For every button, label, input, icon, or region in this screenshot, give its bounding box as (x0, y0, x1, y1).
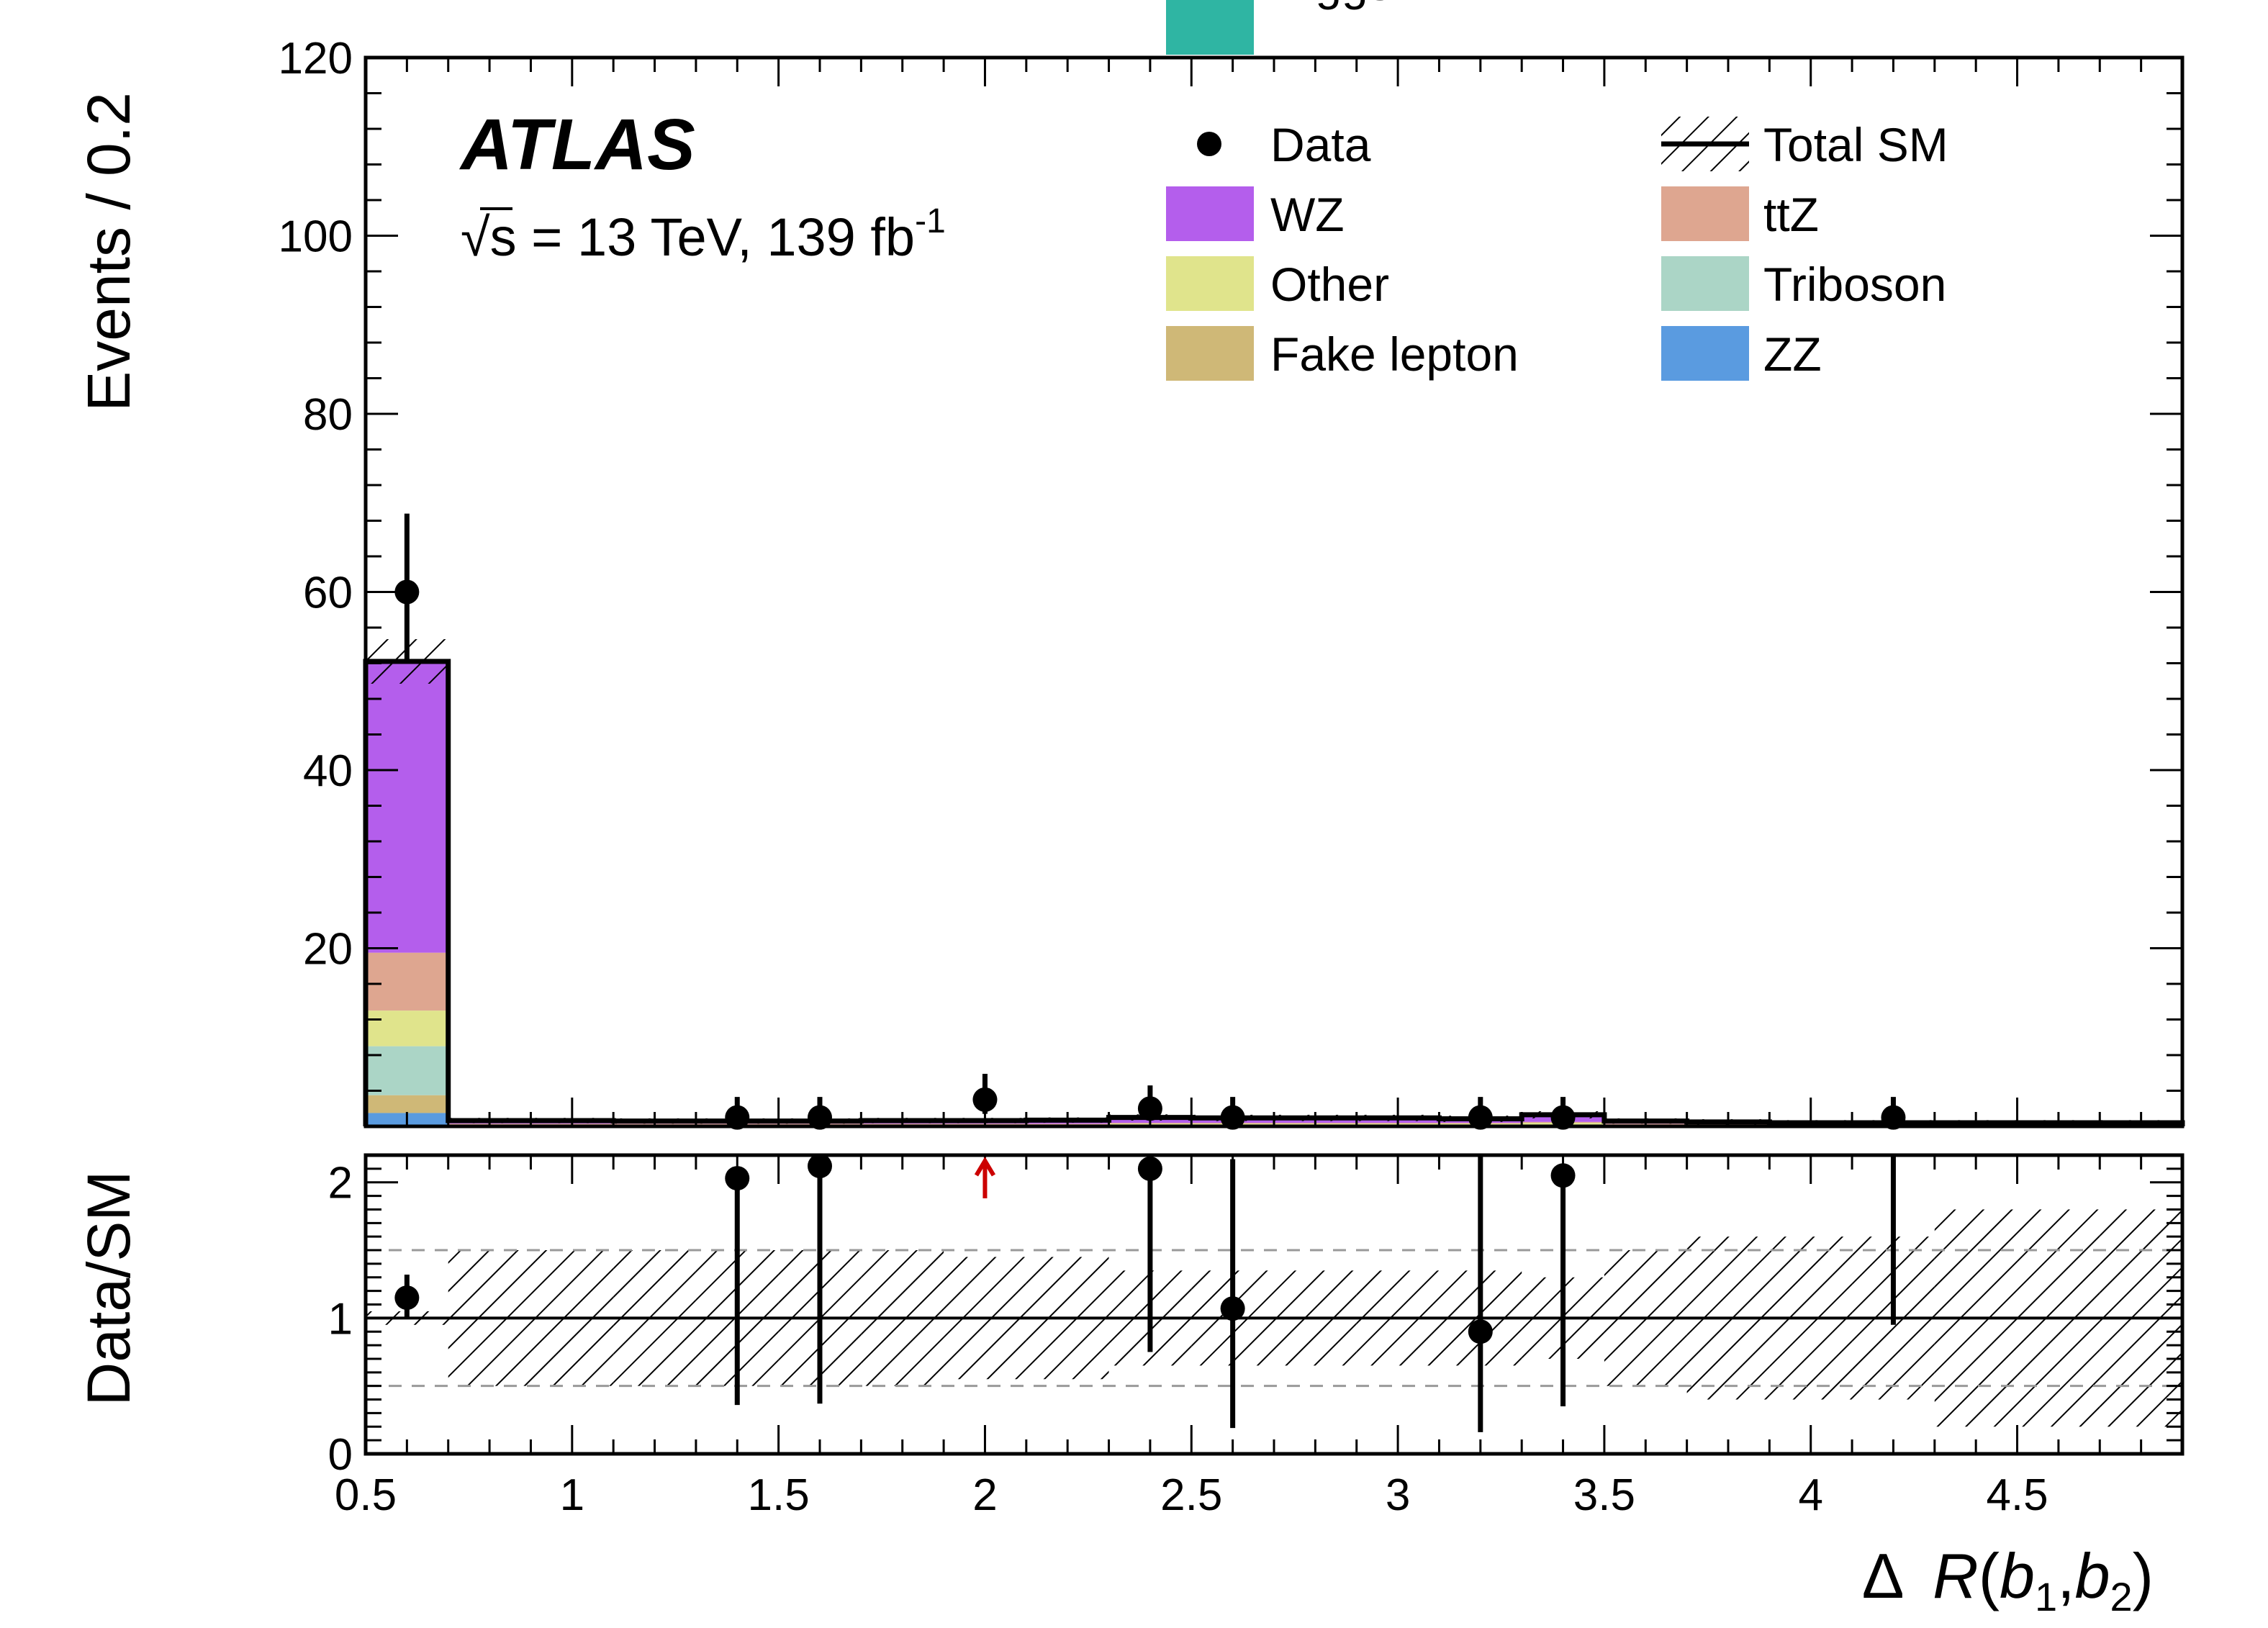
y-tick-label: 100 (279, 212, 353, 262)
stack-bar-triboson (366, 1046, 448, 1095)
y-tick-label: 40 (303, 746, 353, 796)
ratio-point (1220, 1296, 1245, 1321)
ratio-point (1550, 1163, 1576, 1188)
legend-label-higgs: Higgs (1270, 0, 1392, 10)
legend-label-fake-lepton: Fake lepton (1270, 327, 1519, 381)
atlas-label: ATLAS (458, 104, 695, 185)
x-tick-label: 4.5 (1986, 1470, 2048, 1520)
x-axis-title: Δ R(b1,b2) (1862, 1540, 2154, 1619)
y-axis-title-ratio: Data/SM (75, 1171, 143, 1406)
sqrt-symbol: √ (461, 207, 490, 267)
x-tick-label: 2 (972, 1470, 997, 1520)
svg-text:Δ R(b1,b2): Δ R(b1,b2) (1862, 1540, 2154, 1619)
legend-swatch-higgs (1166, 0, 1254, 55)
main-distribution-panel: 20 40 60 80 100 120 (279, 34, 2185, 1130)
x-axis-title-sub2: 2 (2110, 1574, 2133, 1619)
legend-label-zz: ZZ (1763, 327, 1822, 381)
ratio-point (394, 1285, 420, 1311)
stack-bar-wz (366, 661, 448, 953)
stack-bar-fake-lepton (366, 1095, 448, 1113)
legend-swatch-wz (1166, 186, 1254, 241)
ratio-y-tick-label: 1 (328, 1294, 353, 1344)
legend-swatch-triboson (1661, 256, 1749, 311)
ratio-y-tick-label: 0 (328, 1430, 353, 1480)
lumi-exponent: -1 (915, 202, 946, 240)
stack-bar-ttz (366, 952, 448, 1011)
ratio-point (808, 1154, 832, 1179)
x-axis-title-delta: Δ (1862, 1540, 1903, 1611)
y-tick-label: 120 (279, 34, 353, 83)
x-tick-label: 1.5 (748, 1470, 810, 1520)
x-tick-label: 3.5 (1573, 1470, 1635, 1520)
legend-label-other: Other (1270, 258, 1389, 311)
svg-text:√s = 13 TeV, 139 fb-1: √s = 13 TeV, 139 fb-1 (461, 202, 946, 267)
legend-label-triboson: Triboson (1763, 258, 1946, 311)
ratio-point (1468, 1319, 1493, 1344)
x-axis-title-b1: b (2000, 1540, 2035, 1611)
stack-bar-other (366, 1010, 448, 1046)
energy-lumi-label: √s = 13 TeV, 139 fb-1 (461, 202, 946, 267)
y-tick-label: 80 (303, 390, 353, 440)
legend-label-data: Data (1270, 118, 1371, 171)
legend: Data Total SM WZ Other Fake lepton Higgs ttZ Tr… (1166, 0, 1948, 381)
x-tick-label: 4 (1798, 1470, 1822, 1520)
x-axis-title-open: ( (1979, 1540, 2000, 1611)
legend-swatch-fake-lepton (1166, 326, 1254, 381)
ratio-point (725, 1166, 750, 1191)
ratio-panel: 0 1 2 0.5 1 1.5 2 2.5 3 3.5 4 4.5 (328, 1153, 2185, 1520)
x-axis-title-close: ) (2133, 1540, 2154, 1611)
x-tick-label: 1 (560, 1470, 584, 1520)
x-tick-label: 0.5 (335, 1470, 397, 1520)
ratio-y-tick-label: 2 (328, 1159, 353, 1208)
legend-swatch-other (1166, 256, 1254, 311)
legend-swatch-ttz (1661, 186, 1749, 241)
x-tick-label: 3 (1386, 1470, 1410, 1520)
data-point (1137, 1096, 1162, 1121)
legend-label-ttz: ttZ (1763, 188, 1819, 241)
legend-label-wz: WZ (1270, 188, 1345, 241)
x-tick-label: 2.5 (1160, 1470, 1222, 1520)
energy-text: s = 13 TeV, 139 fb (490, 207, 915, 267)
legend-label-total-sm: Total SM (1763, 118, 1948, 171)
x-axis-title-comma: , (2057, 1540, 2074, 1611)
x-axis-title-sub1: 1 (2035, 1574, 2057, 1619)
y-axis-title-events: Events / 0.2 (75, 92, 143, 412)
y-tick-label: 60 (303, 569, 353, 618)
data-point (394, 579, 420, 605)
legend-swatch-zz (1661, 326, 1749, 381)
x-axis-title-r: R (1933, 1540, 1979, 1611)
total-sm-outline (363, 659, 2185, 1126)
x-axis-title-b2: b (2075, 1540, 2110, 1611)
y-tick-label: 20 (303, 925, 353, 974)
ratio-point (1137, 1156, 1162, 1181)
off-scale-arrow-head (974, 1157, 996, 1177)
legend-marker-data (1197, 132, 1221, 156)
